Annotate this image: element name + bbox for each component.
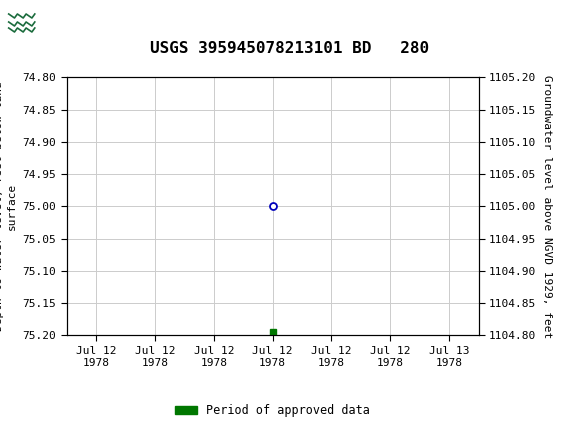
- Text: USGS 395945078213101 BD   280: USGS 395945078213101 BD 280: [150, 41, 430, 56]
- Y-axis label: Depth to water level, feet below land
surface: Depth to water level, feet below land su…: [0, 82, 17, 331]
- Legend: Period of approved data: Period of approved data: [171, 399, 375, 422]
- Bar: [7, 6, 39, 34]
- Text: USGS: USGS: [44, 10, 107, 30]
- Y-axis label: Groundwater level above NGVD 1929, feet: Groundwater level above NGVD 1929, feet: [542, 75, 552, 338]
